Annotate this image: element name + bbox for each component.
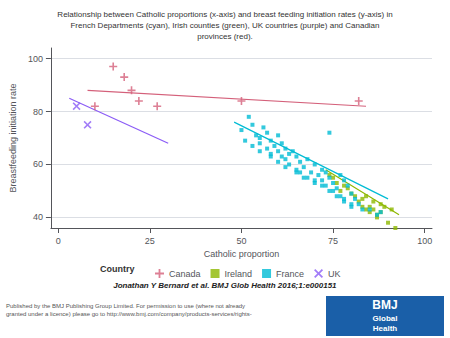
svg-text:80: 80	[33, 107, 43, 117]
svg-text:French Departments (cyan), Iri: French Departments (cyan), Irish countie…	[70, 21, 379, 30]
svg-text:0: 0	[56, 236, 61, 246]
svg-text:granted under a licence) pleas: granted under a licence) please go to ht…	[6, 311, 252, 317]
svg-text:Canada: Canada	[169, 269, 201, 279]
svg-text:BMJ: BMJ	[372, 298, 397, 312]
svg-text:50: 50	[236, 236, 246, 246]
svg-text:Country: Country	[100, 264, 135, 274]
svg-text:provinces (red).: provinces (red).	[197, 32, 253, 41]
svg-text:75: 75	[328, 236, 338, 246]
svg-text:Global: Global	[373, 314, 398, 323]
svg-text:Ireland: Ireland	[225, 269, 253, 279]
svg-text:Relationship between Catholic: Relationship between Catholic proportion…	[57, 10, 392, 19]
svg-text:60: 60	[33, 159, 43, 169]
svg-text:Catholic proportion: Catholic proportion	[204, 249, 280, 259]
svg-text:Jonathan Y Bernard et al. BMJ: Jonathan Y Bernard et al. BMJ Glob Healt…	[113, 281, 337, 290]
svg-text:Breastfeeding initiation rate: Breastfeeding initiation rate	[8, 83, 18, 192]
svg-text:100: 100	[417, 236, 432, 246]
svg-text:Health: Health	[373, 324, 398, 333]
svg-text:Published by the BMJ Publishin: Published by the BMJ Publishing Group Li…	[6, 303, 245, 309]
svg-text:25: 25	[145, 236, 155, 246]
svg-text:40: 40	[33, 212, 43, 222]
svg-text:UK: UK	[328, 269, 341, 279]
svg-text:100: 100	[28, 54, 43, 64]
svg-text:France: France	[276, 269, 304, 279]
